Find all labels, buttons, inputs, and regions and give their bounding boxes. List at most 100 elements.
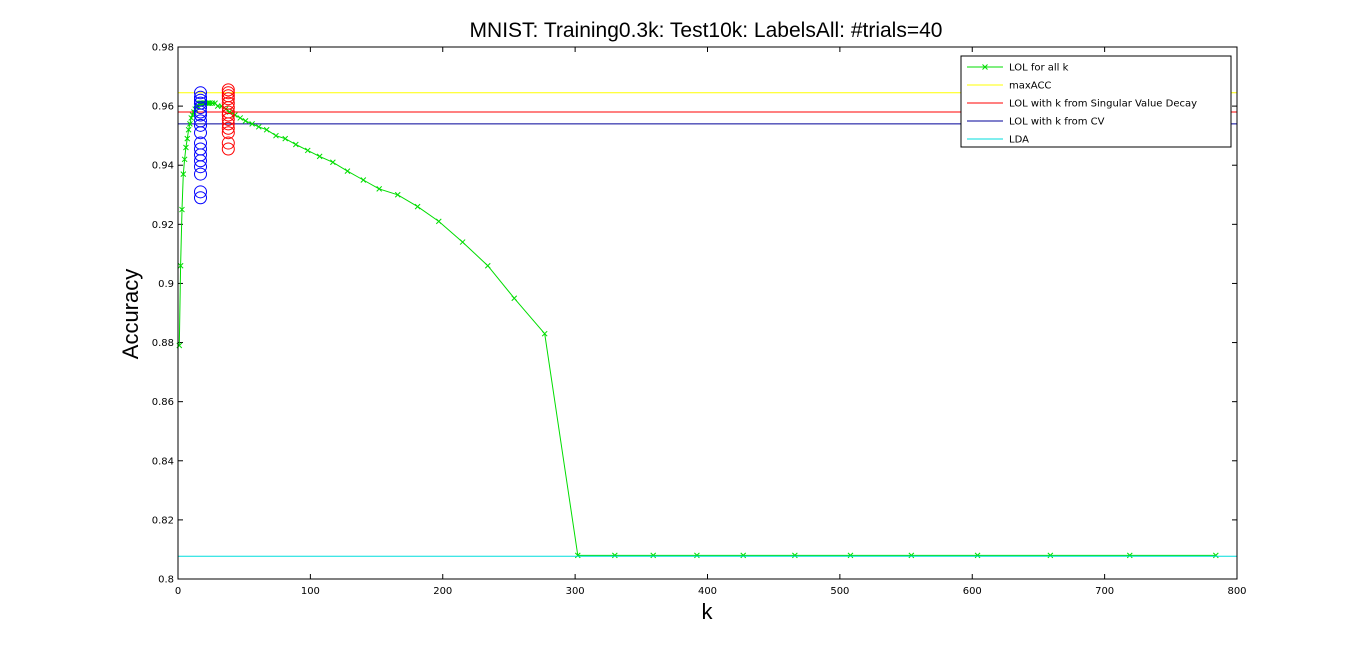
lol-all-k-point: [360, 177, 367, 183]
x-tick-label: 400: [698, 586, 717, 597]
point-stroke: [183, 144, 189, 151]
point-stroke: [185, 126, 192, 133]
legend-item: LOL for all k: [967, 63, 1069, 74]
point-stroke: [180, 171, 187, 177]
lol-all-k-point: [394, 191, 401, 198]
point-stroke: [184, 135, 191, 142]
lol-all-k-point: [376, 186, 383, 192]
cv-trial-marker: [194, 114, 208, 128]
lol-all-k-point: [1126, 552, 1133, 559]
cv-trial-marker: [194, 142, 208, 156]
lol-all-k-point: [330, 159, 336, 166]
lol-all-k-point: [185, 126, 192, 133]
point-stroke: [435, 218, 442, 225]
point-stroke: [179, 206, 185, 213]
y-tick-label: 0.92: [152, 220, 174, 231]
point-stroke: [292, 141, 299, 148]
x-tick-label: 300: [566, 586, 585, 597]
point-stroke: [330, 159, 336, 166]
point-stroke: [282, 135, 289, 142]
x-tick-label: 600: [963, 586, 982, 597]
point-stroke: [459, 239, 466, 245]
cv-trial-marker: [194, 101, 208, 115]
lol-all-k-point: [188, 115, 195, 121]
legend-item: LOL with k from Singular Value Decay: [967, 99, 1197, 110]
y-tick-label: 0.86: [152, 397, 174, 408]
point-stroke: [394, 191, 401, 198]
lol-all-k-point: [1047, 552, 1054, 559]
lol-all-k-point: [414, 203, 421, 210]
point-stroke: [316, 153, 323, 160]
axis-ticks: 0 100 200 300 400 500 600 700 800 0.8 0.82 0.84 0.86…: [152, 43, 1247, 598]
svd-trial-marker: [221, 121, 235, 135]
y-tick-label: 0.8: [158, 575, 174, 586]
lol-all-k-point: [237, 115, 244, 121]
point-stroke: [177, 262, 184, 269]
point-stroke: [273, 132, 279, 139]
cv-trial-marker: [194, 96, 208, 110]
lol-all-k-point: [484, 262, 491, 269]
y-tick-label: 0.9: [158, 279, 174, 290]
cv-trial-marker: [194, 191, 208, 205]
lol-all-k-point: [1212, 552, 1219, 559]
y-tick-label: 0.88: [152, 338, 174, 349]
lol-all-k-point: [435, 218, 442, 225]
svd-trial-marker: [221, 86, 235, 100]
point-stroke: [304, 147, 311, 154]
legend-label: LOL for all k: [1009, 63, 1069, 74]
cv-trial-marker: [194, 136, 208, 150]
point-stroke: [1212, 552, 1219, 559]
lol-all-k-point: [282, 135, 289, 142]
lol-all-k-point: [180, 171, 187, 177]
lol-all-k-point: [249, 120, 255, 127]
lol-all-k-point: [740, 552, 747, 559]
legend-item: LOL with k from CV: [967, 117, 1105, 128]
point-stroke: [360, 177, 367, 183]
point-stroke: [792, 552, 798, 559]
y-tick-label: 0.94: [152, 161, 174, 172]
cv-trial-marker: [194, 185, 208, 199]
lol-all-k-point: [574, 552, 581, 559]
lol-all-k-point: [611, 552, 618, 559]
lol-all-k-point: [541, 330, 548, 337]
lol-all-k-point: [847, 552, 854, 559]
point-stroke: [1047, 552, 1054, 559]
lol-all-k-point: [273, 132, 279, 139]
legend-box: [960, 55, 1232, 148]
point-stroke: [694, 552, 700, 559]
lol-all-k-point: [184, 135, 191, 142]
svd-trial-marker: [221, 89, 235, 103]
point-stroke: [242, 118, 249, 124]
point-stroke: [511, 295, 518, 302]
x-tick-label: 500: [830, 586, 849, 597]
lol-all-k-point: [304, 147, 311, 154]
lol-all-k-point: [316, 153, 323, 160]
lol-all-k-point: [263, 126, 270, 133]
lol-all-k-point: [792, 552, 798, 559]
legend: LOL for all k maxACC LOL with k from Singu…: [960, 55, 1232, 148]
legend-item: maxACC: [967, 81, 1051, 92]
lol-all-k-point: [908, 552, 915, 559]
cv-trial-marker: [194, 90, 208, 104]
legend-label: LOL with k from CV: [1009, 117, 1105, 128]
lol-all-k-point: [177, 262, 184, 269]
point-stroke: [344, 168, 351, 174]
x-tick-label: 0: [175, 586, 181, 597]
point-stroke: [1126, 552, 1133, 559]
cv-trial-marker: [194, 86, 208, 100]
point-stroke: [181, 156, 188, 163]
cv-trial-marker: [194, 118, 208, 132]
lol-all-k-point: [694, 552, 700, 559]
lol-all-k-point: [459, 239, 466, 245]
cv-trial-marker: [194, 93, 208, 107]
lol-all-k-point: [292, 141, 299, 148]
legend-item: LDA: [967, 135, 1029, 146]
point-stroke: [237, 115, 244, 121]
x-axis-title: k: [702, 599, 714, 624]
x-tick-label: 800: [1227, 586, 1246, 597]
chart-title: MNIST: Training0.3k: Test10k: LabelsAll:…: [470, 19, 943, 42]
y-axis-title: Accuracy: [118, 269, 143, 359]
lol-all-k-line: [178, 102, 1216, 556]
point-stroke: [263, 126, 270, 133]
